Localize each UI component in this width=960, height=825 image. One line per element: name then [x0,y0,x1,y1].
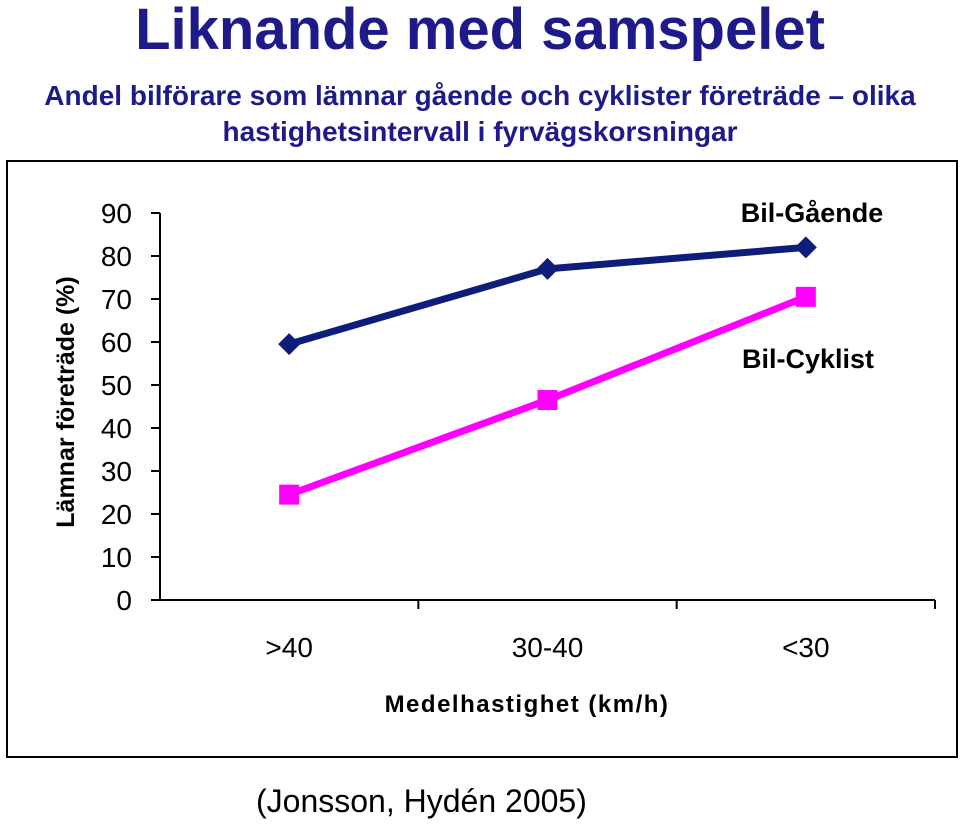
chart-axes [151,212,936,609]
x-tick-label: 30-40 [512,632,584,663]
data-point-square [279,484,300,505]
x-tick-label: <30 [782,632,830,663]
chart-frame [6,160,958,758]
subtitle-line-1: Andel bilförare som lämnar gående och cy… [44,80,916,111]
y-axis-label: Lämnar företräde (%) [52,276,80,527]
chart-series [278,236,817,505]
x-axis-label: Medelhastighet (km/h) [385,691,670,718]
y-tick-label: 50 [101,370,132,401]
page-title: Liknande med samspelet [135,0,825,62]
chart-labels: 0 10 20 30 40 50 60 70 80 90 >40 30-40 <30 Medelhasti… [52,198,883,718]
y-tick-label: 20 [101,499,132,530]
y-tick-label: 0 [116,585,132,616]
data-point-square [537,390,558,411]
series-label: Bil-Gående [741,198,884,228]
y-tick-label: 70 [101,284,132,315]
y-tick-label: 90 [101,198,132,229]
y-tick-label: 80 [101,241,132,272]
source-citation: (Jonsson, Hydén 2005) [256,783,587,819]
y-tick-label: 30 [101,456,132,487]
subtitle-line-2: hastighetsintervall i fyrvägskorsningar [222,116,738,147]
y-tick-label: 10 [101,542,132,573]
x-tick-label: >40 [265,632,313,663]
page-subtitle: Andel bilförare som lämnar gående och cy… [0,78,960,150]
data-point-diamond [278,333,301,356]
data-point-square [795,286,816,307]
y-tick-label: 60 [101,327,132,358]
y-tick-label: 40 [101,413,132,444]
data-point-diamond [794,236,817,259]
series-label: Bil-Cyklist [742,344,874,374]
data-point-diamond [536,257,559,280]
